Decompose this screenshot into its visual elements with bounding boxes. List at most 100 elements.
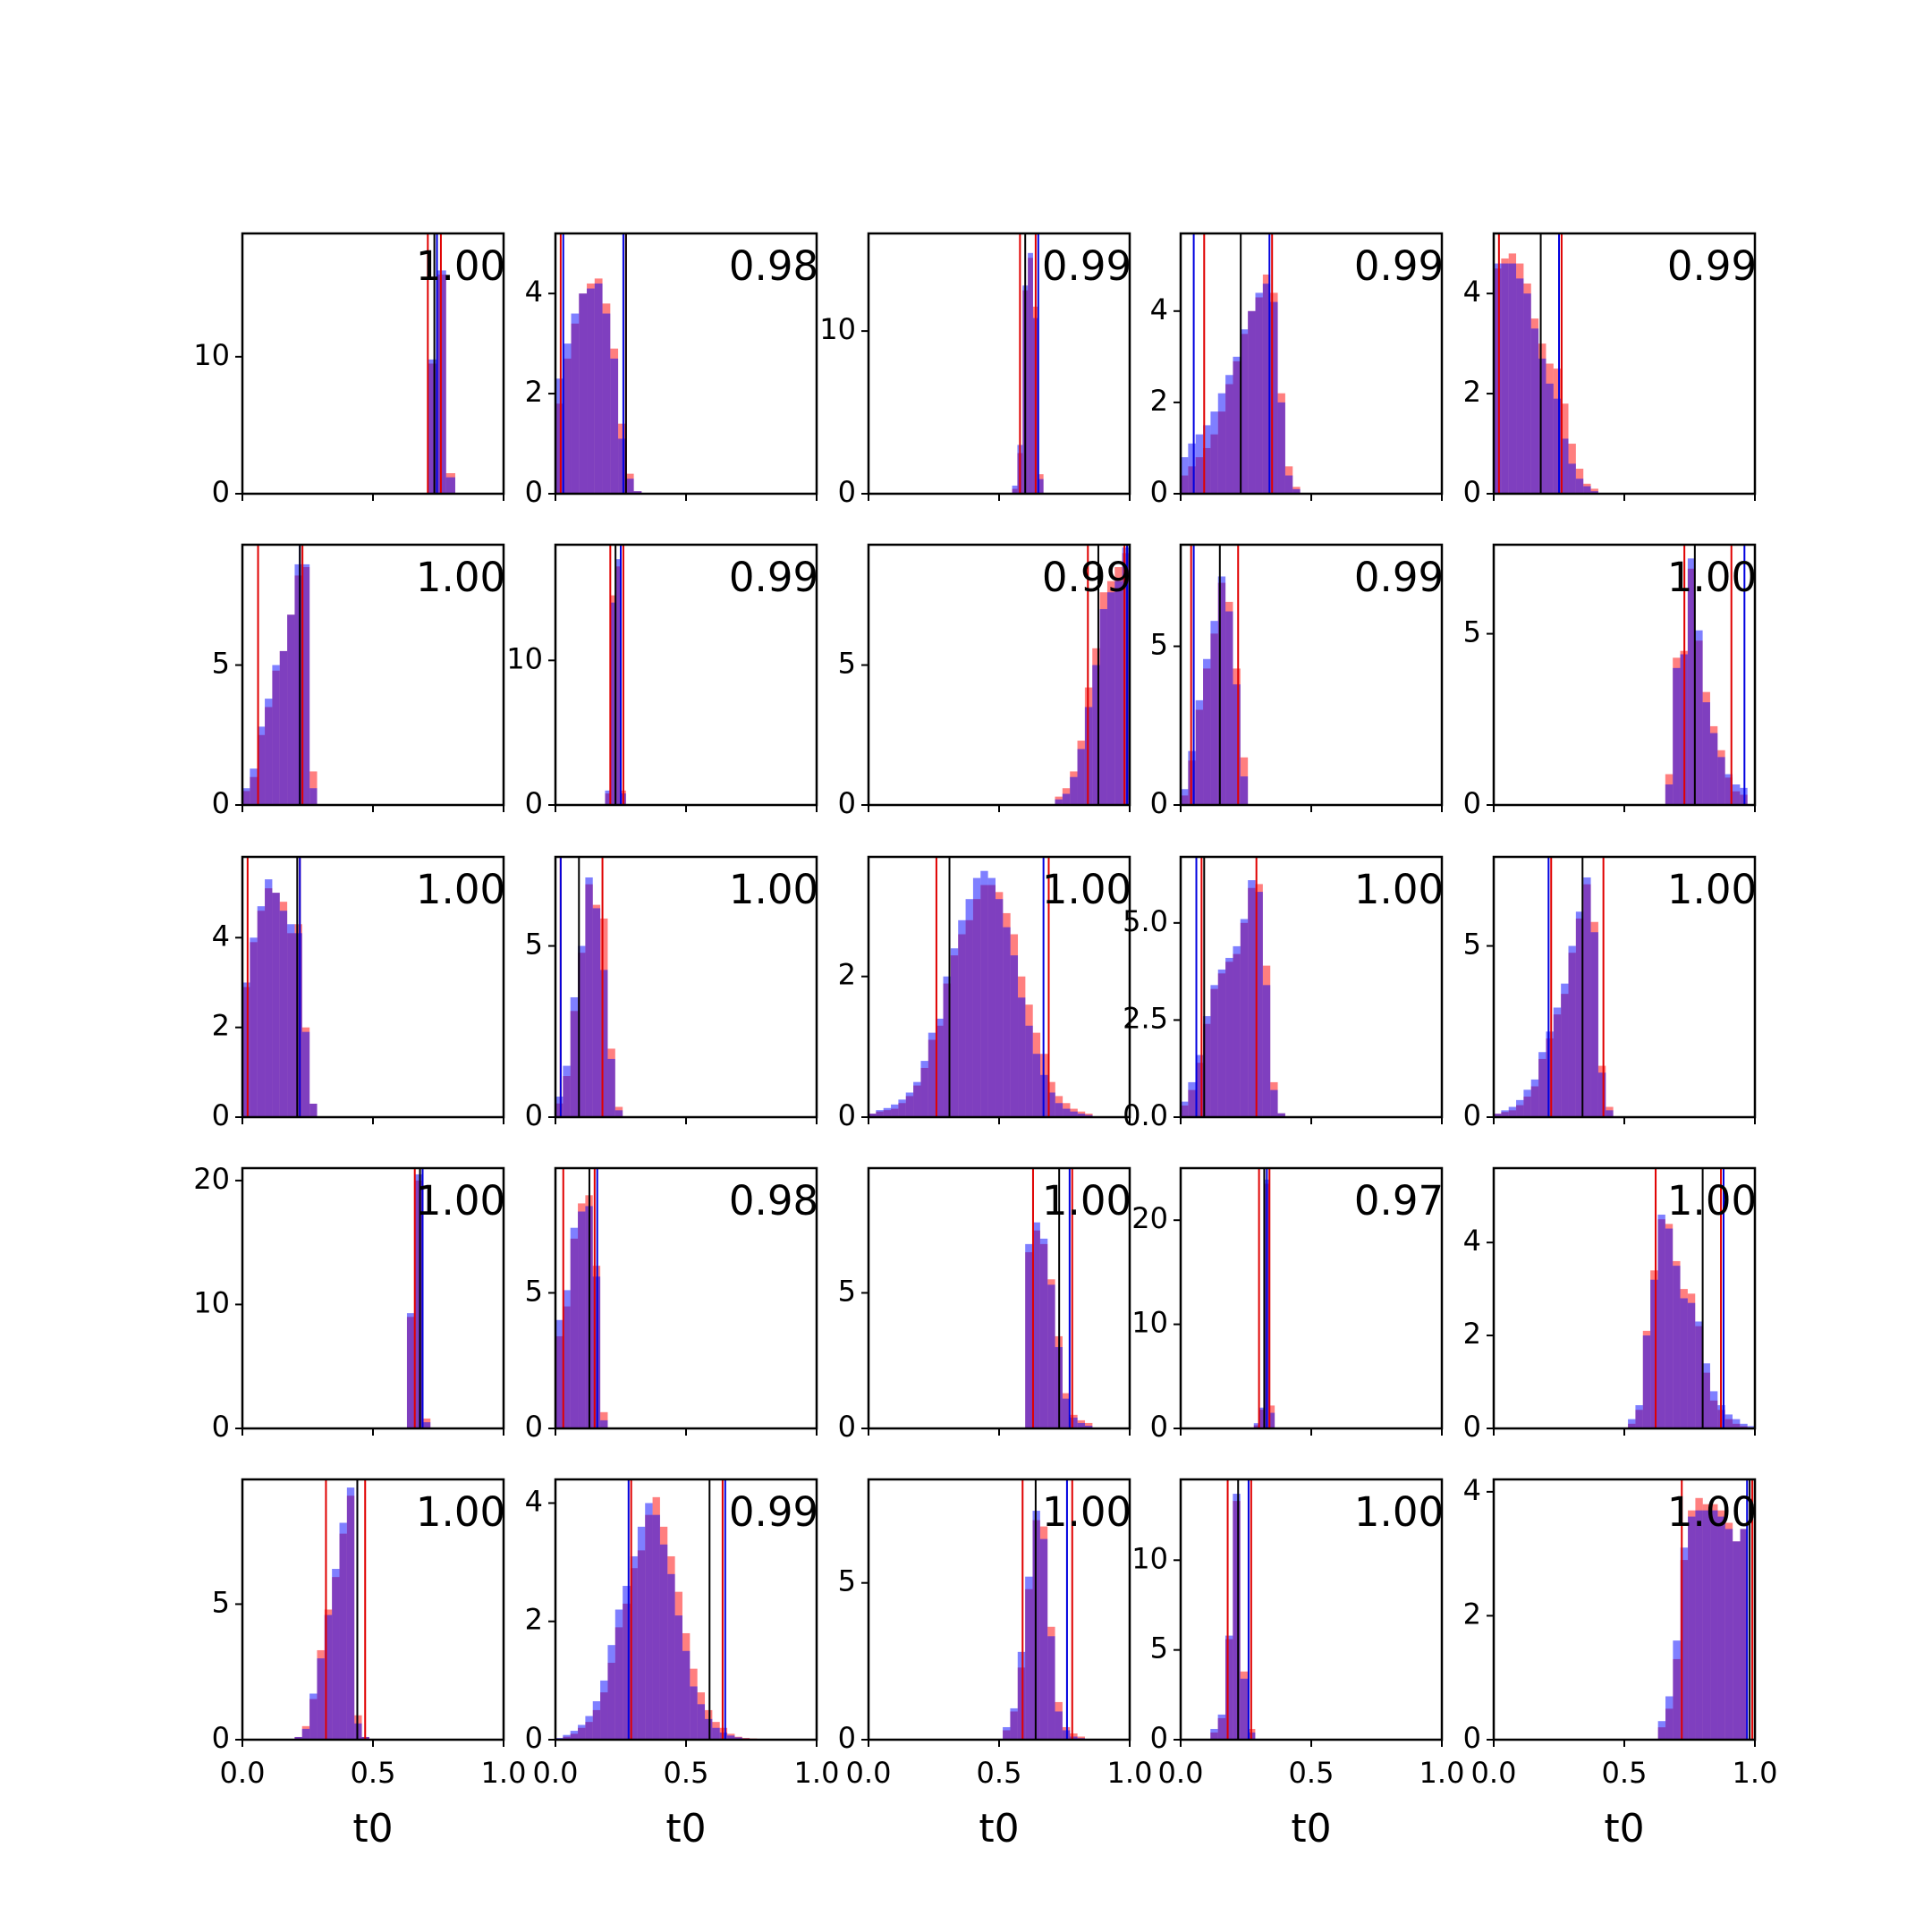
- panel-r1-c1: 0 10 0.99: [506, 543, 818, 820]
- y-tick-label: 4: [212, 919, 230, 953]
- blue-histogram-bar: [1092, 665, 1100, 805]
- blue-histogram-bar: [1039, 1238, 1048, 1428]
- plot-area: [555, 857, 623, 1117]
- blue-histogram-bar: [645, 1503, 653, 1740]
- y-tick-label: 0: [1463, 786, 1481, 820]
- blue-histogram-bar: [1070, 1736, 1078, 1740]
- blue-histogram-bar: [265, 699, 273, 805]
- blue-histogram-bar: [346, 1487, 355, 1740]
- blue-histogram-bar: [1025, 1576, 1033, 1740]
- blue-histogram-bar: [324, 1614, 333, 1740]
- blue-histogram-bar: [294, 564, 302, 805]
- y-tick-label: 0: [1463, 1721, 1481, 1755]
- x-tick-label: 0.5: [664, 1756, 709, 1790]
- blue-histogram-bar: [1709, 1391, 1718, 1428]
- blue-histogram-bar: [1724, 1529, 1733, 1740]
- y-tick-label: 0: [838, 475, 856, 509]
- panel-annotation-value: 1.00: [1042, 1177, 1131, 1224]
- blue-histogram-bar: [1028, 252, 1033, 494]
- blue-histogram-bar: [659, 1544, 668, 1740]
- blue-histogram-bar: [555, 1319, 564, 1428]
- blue-histogram-bar: [1047, 1284, 1055, 1428]
- blue-histogram-bar: [1673, 1266, 1681, 1428]
- blue-histogram-bar: [1501, 263, 1509, 494]
- blue-histogram-bar: [928, 1032, 936, 1117]
- panel-r0-c1: 0 2 4 0.98: [525, 232, 818, 509]
- blue-histogram-bar: [1077, 1114, 1086, 1117]
- blue-histogram-bar: [1195, 434, 1204, 494]
- blue-histogram-bar: [1258, 1407, 1265, 1428]
- blue-histogram-bar: [1673, 1640, 1681, 1740]
- blue-histogram-bar: [1106, 592, 1115, 805]
- blue-histogram-bar: [1010, 1707, 1018, 1740]
- blue-histogram-bar: [1546, 1031, 1554, 1117]
- blue-histogram-bar: [1062, 793, 1071, 805]
- panel-annotation-value: 0.99: [729, 554, 818, 601]
- panel-annotation-value: 0.99: [1042, 242, 1131, 290]
- y-tick-label: 5: [838, 1564, 856, 1598]
- red-histogram-bar: [1070, 1733, 1078, 1740]
- panel-annotation-value: 1.00: [1354, 866, 1444, 913]
- blue-histogram-bar: [1561, 983, 1569, 1117]
- plot-area: [427, 233, 455, 494]
- panel-r4-c2: 0 5 0.0 0.5 1.0 t0 1.00: [838, 1478, 1152, 1852]
- blue-histogram-bar: [690, 1686, 698, 1740]
- blue-histogram-bar: [1740, 1529, 1748, 1740]
- plot-area: [1665, 545, 1748, 805]
- y-tick-label: 4: [525, 275, 543, 309]
- blue-histogram-bar: [1055, 1711, 1063, 1740]
- blue-histogram-bar: [1673, 667, 1681, 805]
- blue-histogram-bar: [1195, 699, 1204, 805]
- y-tick-label: 0.0: [1123, 1098, 1168, 1132]
- blue-histogram-bar: [1233, 1494, 1241, 1740]
- blue-histogram-bar: [610, 358, 619, 494]
- y-tick-label: 0: [525, 1721, 543, 1755]
- blue-histogram-bar: [958, 919, 966, 1117]
- blue-histogram-bar: [571, 313, 580, 494]
- blue-histogram-bar: [630, 1555, 638, 1740]
- blue-histogram-bar: [1680, 1547, 1689, 1740]
- blue-histogram-bar: [585, 877, 593, 1117]
- y-tick-label: 10: [506, 641, 543, 675]
- blue-histogram-bar: [1188, 1081, 1196, 1117]
- blue-histogram-bar: [1717, 757, 1725, 805]
- y-tick-label: 10: [193, 1285, 230, 1319]
- blue-histogram-bar: [1195, 1055, 1204, 1117]
- blue-histogram-bar: [623, 1586, 631, 1740]
- blue-histogram-bar: [1225, 611, 1233, 805]
- blue-histogram-bar: [1695, 1321, 1703, 1428]
- blue-histogram-bar: [1733, 1419, 1741, 1428]
- blue-histogram-bar: [727, 1735, 735, 1740]
- blue-histogram-bar: [309, 1103, 318, 1117]
- panel-r3-c1: 050.98: [525, 1166, 818, 1444]
- blue-histogram-bar: [265, 879, 273, 1117]
- y-tick-label: 0: [1463, 475, 1481, 509]
- panel-annotation-value: 1.00: [1667, 866, 1757, 913]
- plot-area: [1181, 857, 1285, 1117]
- blue-histogram-bar: [1233, 684, 1241, 805]
- panel-annotation-value: 0.99: [729, 1488, 818, 1536]
- y-tick-label: 0: [525, 786, 543, 820]
- blue-histogram-bar: [587, 288, 595, 494]
- blue-histogram-bar: [600, 970, 608, 1117]
- blue-histogram-bar: [1210, 621, 1218, 805]
- x-axis-label: t0: [352, 1806, 393, 1852]
- blue-histogram-bar: [1583, 877, 1591, 1117]
- y-tick-label: 10: [193, 338, 230, 372]
- blue-histogram-bar: [242, 982, 250, 1117]
- plot-area: [1012, 233, 1044, 494]
- blue-histogram-bar: [1032, 1222, 1040, 1428]
- blue-histogram-bar: [1733, 784, 1741, 805]
- panel-r1-c2: 050.99: [838, 543, 1131, 820]
- blue-histogram-bar: [563, 1065, 571, 1117]
- blue-histogram-bar: [1077, 749, 1085, 805]
- blue-histogram-bar: [1606, 1110, 1614, 1117]
- y-tick-label: 0: [212, 475, 230, 509]
- blue-histogram-bar: [1122, 547, 1130, 805]
- plot-area: [605, 545, 626, 805]
- blue-histogram-bar: [1248, 310, 1256, 494]
- plot-area: [869, 857, 1093, 1117]
- blue-histogram-bar: [1240, 1678, 1249, 1740]
- y-tick-label: 5: [1150, 1631, 1168, 1665]
- blue-histogram-bar: [1508, 1106, 1517, 1117]
